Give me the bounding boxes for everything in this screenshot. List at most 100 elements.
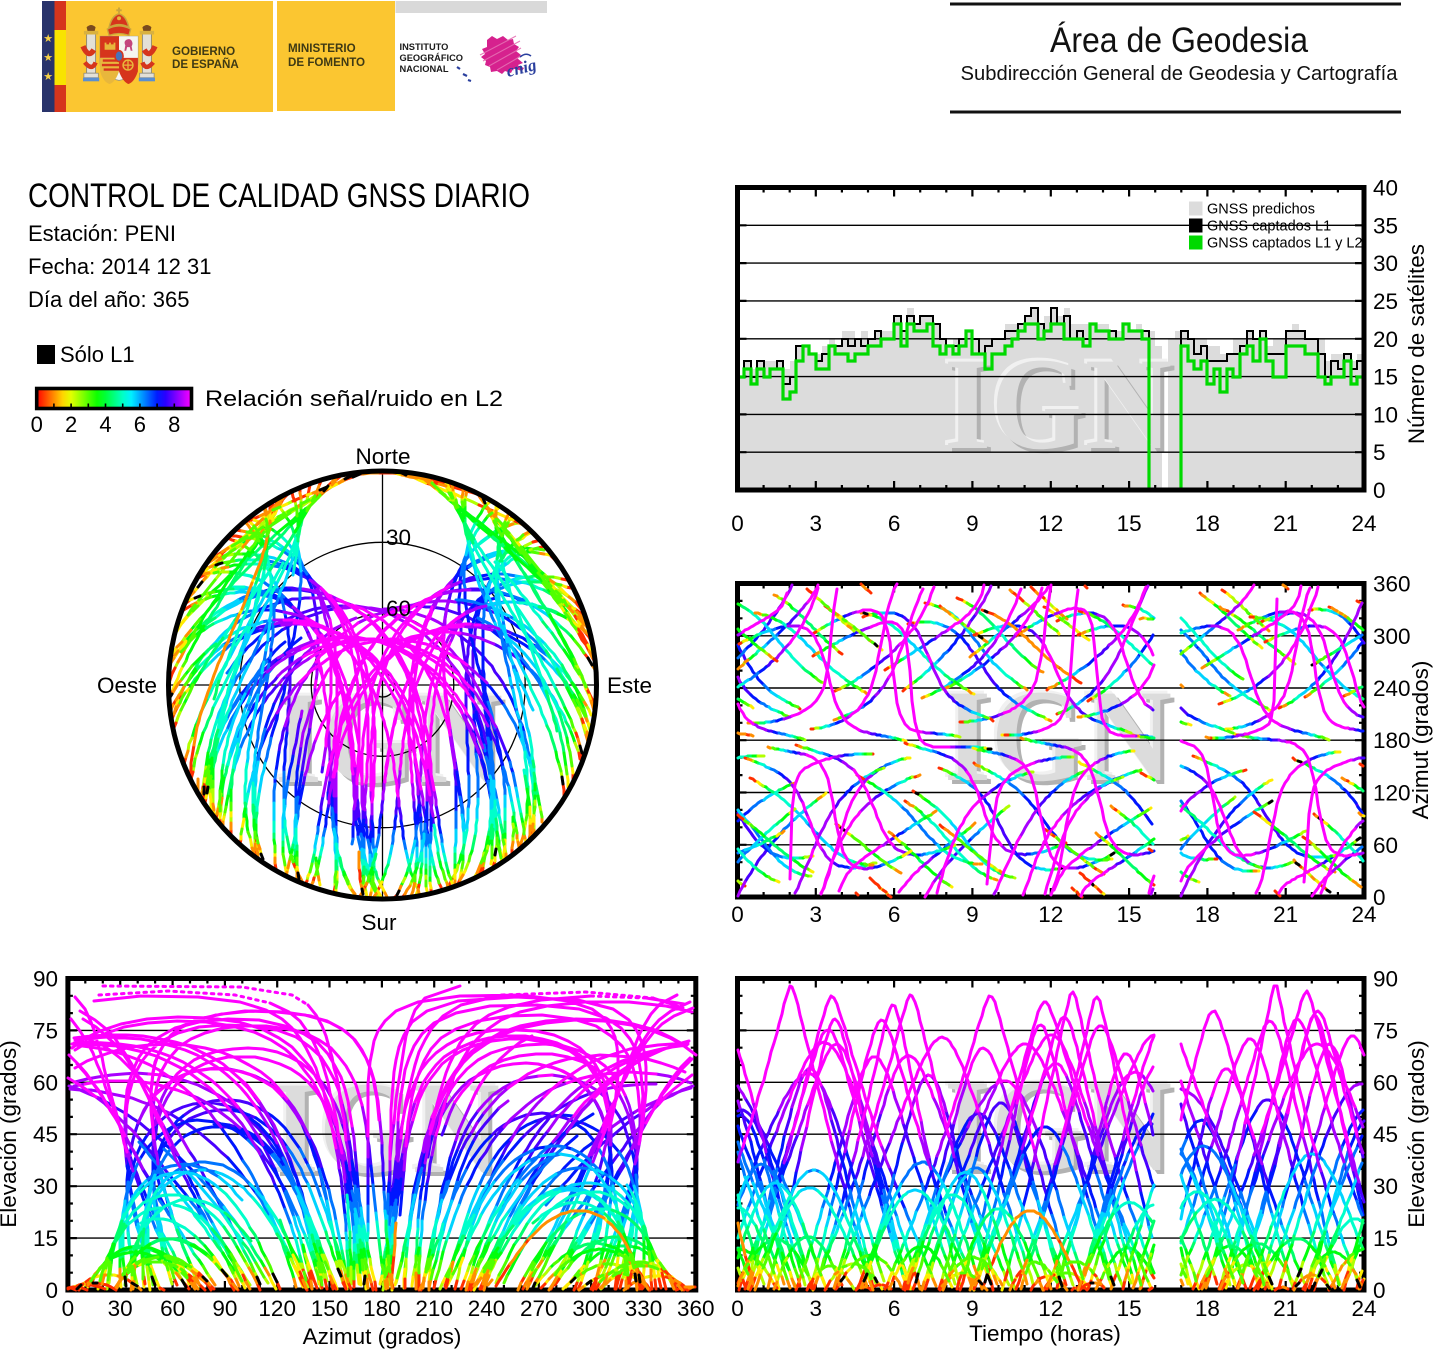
svg-text:21: 21 <box>1273 511 1298 536</box>
svg-text:Oeste: Oeste <box>97 673 157 698</box>
svg-text:5: 5 <box>1373 440 1386 465</box>
svg-text:10: 10 <box>1373 402 1398 427</box>
svg-text:3: 3 <box>810 511 823 536</box>
svg-text:300: 300 <box>1373 624 1411 649</box>
svg-text:150: 150 <box>311 1296 349 1321</box>
svg-text:12: 12 <box>1038 1296 1063 1321</box>
svg-text:3: 3 <box>810 902 823 927</box>
svg-text:6: 6 <box>888 902 901 927</box>
svg-text:Este: Este <box>607 673 652 698</box>
svg-text:9: 9 <box>966 1296 979 1321</box>
svg-text:90: 90 <box>1373 967 1398 992</box>
svg-text:INSTITUTO: INSTITUTO <box>400 42 449 52</box>
svg-text:MINISTERIO: MINISTERIO <box>288 42 356 55</box>
svg-text:30: 30 <box>386 525 411 550</box>
svg-text:4: 4 <box>99 412 111 437</box>
svg-text:30: 30 <box>33 1174 58 1199</box>
svg-text:Día del año: 365: Día del año: 365 <box>28 287 189 312</box>
svg-text:3: 3 <box>810 1296 823 1321</box>
svg-text:GNSS captados L1: GNSS captados L1 <box>1207 219 1331 235</box>
svg-text:30: 30 <box>1373 1174 1398 1199</box>
svg-text:240: 240 <box>1373 676 1411 701</box>
svg-text:90: 90 <box>212 1296 237 1321</box>
svg-text:12: 12 <box>1038 511 1063 536</box>
svg-text:20: 20 <box>1373 327 1398 352</box>
svg-text:Número de satélites: Número de satélites <box>1404 244 1429 444</box>
svg-text:0: 0 <box>45 1278 58 1303</box>
svg-text:CONTROL DE CALIDAD GNSS DIARIO: CONTROL DE CALIDAD GNSS DIARIO <box>28 177 530 215</box>
svg-text:45: 45 <box>33 1122 58 1147</box>
svg-text:360: 360 <box>1373 572 1411 597</box>
svg-text:15: 15 <box>1117 511 1142 536</box>
svg-text:Sólo L1: Sólo L1 <box>60 342 135 367</box>
svg-text:60: 60 <box>1373 1070 1398 1095</box>
svg-text:60: 60 <box>386 596 411 621</box>
svg-text:25: 25 <box>1373 289 1398 314</box>
svg-text:0: 0 <box>1373 885 1386 910</box>
svg-text:30: 30 <box>108 1296 133 1321</box>
svg-text:GEOGRÁFICO: GEOGRÁFICO <box>400 53 464 63</box>
svg-text:★: ★ <box>43 71 53 83</box>
svg-text:0: 0 <box>731 511 744 536</box>
svg-text:15: 15 <box>1117 902 1142 927</box>
svg-text:60: 60 <box>160 1296 185 1321</box>
svg-text:18: 18 <box>1195 511 1220 536</box>
svg-text:Azimut (grados): Azimut (grados) <box>303 1324 462 1349</box>
svg-text:210: 210 <box>415 1296 453 1321</box>
svg-text:18: 18 <box>1195 1296 1220 1321</box>
svg-text:330: 330 <box>625 1296 663 1321</box>
svg-text:0: 0 <box>1373 1278 1386 1303</box>
svg-text:75: 75 <box>1373 1018 1398 1043</box>
svg-text:15: 15 <box>33 1226 58 1251</box>
svg-text:Subdirección General de Geodes: Subdirección General de Geodesia y Carto… <box>961 62 1399 85</box>
svg-text:★: ★ <box>43 33 53 45</box>
svg-text:Tiempo (horas): Tiempo (horas) <box>969 1321 1121 1346</box>
svg-text:0: 0 <box>62 1296 75 1321</box>
svg-text:6: 6 <box>888 511 901 536</box>
svg-text:Norte: Norte <box>355 444 410 469</box>
svg-text:120: 120 <box>1373 781 1411 806</box>
svg-text:Área de Geodesia: Área de Geodesia <box>1050 21 1308 60</box>
svg-text:0: 0 <box>1373 478 1386 503</box>
svg-text:★: ★ <box>43 52 53 64</box>
svg-text:24: 24 <box>1351 511 1376 536</box>
svg-text:24: 24 <box>1351 902 1376 927</box>
svg-text:15: 15 <box>1373 365 1398 390</box>
svg-text:Elevación (grados): Elevación (grados) <box>0 1040 21 1228</box>
svg-text:0: 0 <box>731 1296 744 1321</box>
svg-text:120: 120 <box>258 1296 296 1321</box>
svg-text:GNSS predichos: GNSS predichos <box>1207 202 1315 218</box>
svg-text:2: 2 <box>65 412 77 437</box>
svg-text:360: 360 <box>677 1296 715 1321</box>
svg-text:90: 90 <box>33 967 58 992</box>
svg-text:35: 35 <box>1373 213 1398 238</box>
svg-text:GNSS captados L1 y L2: GNSS captados L1 y L2 <box>1207 236 1363 252</box>
svg-text:0: 0 <box>31 412 43 437</box>
svg-text:180: 180 <box>363 1296 401 1321</box>
svg-text:9: 9 <box>966 902 979 927</box>
svg-text:21: 21 <box>1273 1296 1298 1321</box>
svg-text:9: 9 <box>966 511 979 536</box>
svg-text:0: 0 <box>731 902 744 927</box>
svg-text:Fecha: 2014 12 31: Fecha: 2014 12 31 <box>28 254 211 279</box>
svg-text:40: 40 <box>1373 176 1398 201</box>
svg-text:15: 15 <box>1117 1296 1142 1321</box>
svg-text:240: 240 <box>468 1296 506 1321</box>
svg-text:12: 12 <box>1038 902 1063 927</box>
svg-text:Azimut (grados): Azimut (grados) <box>1408 661 1433 820</box>
svg-text:Sur: Sur <box>361 910 397 935</box>
svg-text:75: 75 <box>33 1018 58 1043</box>
svg-text:GOBIERNO: GOBIERNO <box>172 45 235 58</box>
svg-text:30: 30 <box>1373 251 1398 276</box>
svg-text:8: 8 <box>168 412 180 437</box>
svg-text:21: 21 <box>1273 902 1298 927</box>
svg-text:NACIONAL: NACIONAL <box>400 64 449 74</box>
svg-text:Relación señal/ruido en L2: Relación señal/ruido en L2 <box>205 386 503 411</box>
svg-text:Estación: PENI: Estación: PENI <box>28 221 176 246</box>
svg-text:6: 6 <box>888 1296 901 1321</box>
svg-text:18: 18 <box>1195 902 1220 927</box>
svg-text:DE FOMENTO: DE FOMENTO <box>288 56 365 69</box>
svg-text:24: 24 <box>1351 1296 1376 1321</box>
svg-text:15: 15 <box>1373 1226 1398 1251</box>
svg-text:DE ESPAÑA: DE ESPAÑA <box>172 58 239 71</box>
